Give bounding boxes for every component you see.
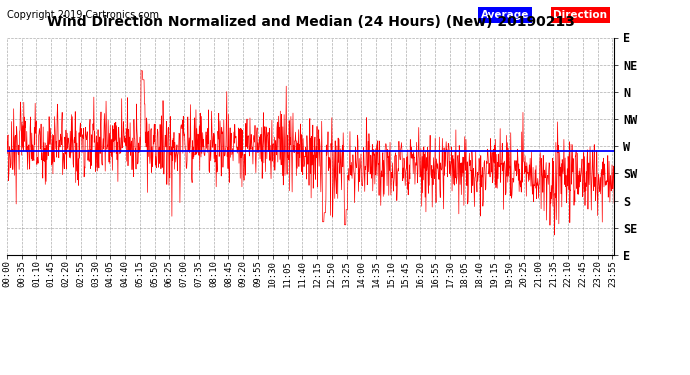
Text: Wind Direction Normalized and Median (24 Hours) (New) 20190213: Wind Direction Normalized and Median (24… bbox=[46, 15, 575, 29]
Text: Direction: Direction bbox=[553, 10, 607, 20]
Text: Copyright 2019 Cartronics.com: Copyright 2019 Cartronics.com bbox=[7, 10, 159, 20]
Text: Average: Average bbox=[480, 10, 529, 20]
